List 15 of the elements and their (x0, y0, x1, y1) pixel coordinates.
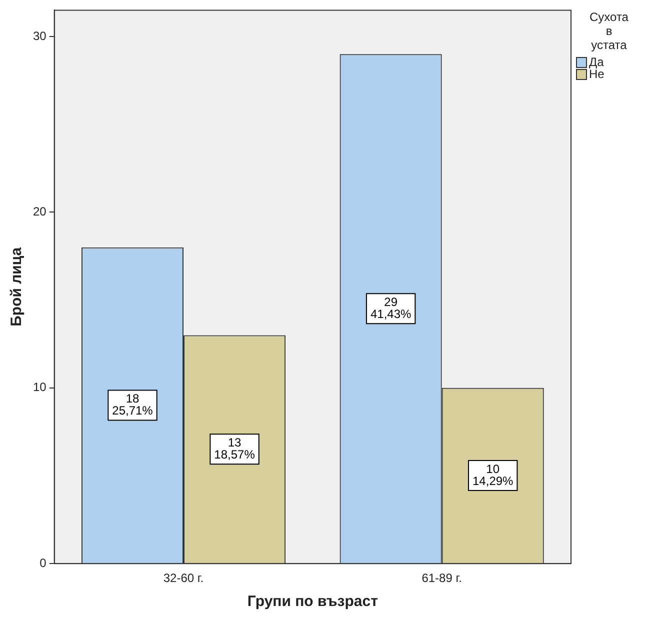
x-tick-label: 61-89 г. (422, 571, 462, 586)
legend-title: Сухота в устата (588, 10, 630, 52)
data-label: 10 14,29% (472, 462, 514, 488)
data-label: 13 18,57% (214, 435, 256, 462)
legend-label: Не (589, 67, 604, 81)
data-label: 29 41,43% (370, 294, 412, 321)
y-tick-label: 30 (32, 28, 47, 43)
legend-label: Да (589, 55, 604, 69)
data-label: 18 25,71% (112, 392, 154, 418)
y-tick-label: 10 (32, 380, 47, 394)
x-axis-title: Групи по възраст (247, 593, 378, 610)
x-tick-label: 32-60 г. (163, 571, 204, 586)
y-axis-title: Брой лица (8, 246, 26, 326)
y-tick-label: 20 (32, 204, 47, 219)
y-tick-label: 0 (40, 556, 47, 570)
